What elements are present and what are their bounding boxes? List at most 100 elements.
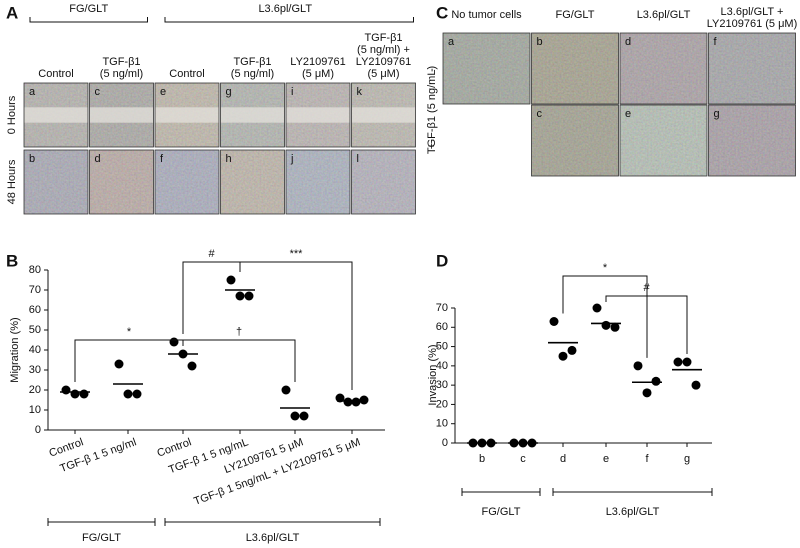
tile-border (285, 82, 351, 148)
wound-gap (351, 107, 416, 123)
x-tick-label: g (684, 453, 690, 465)
group-bracket (164, 17, 414, 23)
group-bracket (47, 518, 156, 526)
panel-label: C (436, 3, 448, 22)
data-point (549, 317, 559, 326)
data-point (70, 389, 80, 399)
y-tick-label: 60 (29, 304, 41, 316)
y-tick-label: 0 (35, 424, 41, 436)
tile-border (154, 82, 220, 148)
data-point (601, 320, 611, 330)
micrograph-texture (351, 150, 416, 214)
group-bracket (164, 518, 381, 526)
micrograph-texture (24, 150, 88, 214)
column-header: (5 μM) (302, 68, 334, 80)
tile-border (351, 149, 416, 215)
group-label: FG/GLT (82, 532, 121, 544)
tile-letter: e (625, 108, 631, 120)
column-header: Control (38, 68, 73, 80)
row-label: 48 Hours (6, 159, 18, 204)
y-axis-label: Invasion (%) (427, 344, 439, 405)
data-point (592, 303, 602, 313)
data-point (558, 351, 568, 361)
column-header: FG/GLT (556, 9, 595, 21)
tile-border (351, 82, 416, 148)
tile-letter: g (226, 86, 232, 98)
tile-letter: a (29, 86, 36, 98)
group-bracket (29, 17, 148, 23)
group-label: FG/GLT (482, 506, 521, 518)
data-point (79, 389, 89, 399)
group-label: L3.6pl/GLT (258, 3, 312, 15)
x-tick-label: b (479, 453, 485, 465)
row-label: + (426, 143, 438, 149)
row-label: - (426, 68, 438, 72)
panel-label: A (6, 3, 18, 22)
data-point (642, 388, 652, 398)
wound-gap (24, 107, 88, 123)
data-point (123, 389, 133, 399)
y-tick-label: 40 (29, 344, 41, 356)
tile-border (285, 149, 351, 215)
tile-border (154, 149, 220, 215)
column-header: TGF-β1 (233, 56, 271, 68)
data-point (244, 291, 254, 301)
row-label: 0 Hours (6, 95, 18, 134)
y-tick-label: 50 (436, 340, 448, 352)
micrograph-texture (620, 105, 707, 176)
tile-border (619, 104, 708, 177)
micrograph-texture (620, 33, 707, 104)
x-tick-label: f (645, 453, 649, 465)
tile-letter: k (357, 86, 363, 98)
y-tick-label: 30 (436, 379, 448, 391)
data-point (633, 361, 643, 371)
tile-border (531, 104, 619, 177)
significance-mark: † (236, 326, 242, 338)
data-point (132, 389, 142, 399)
significance-bracket (182, 339, 296, 382)
tile-border (220, 82, 285, 148)
column-header: (5 ng/ml) + (357, 44, 410, 56)
y-axis-label: Migration (%) (9, 317, 21, 382)
micrograph-texture (286, 150, 350, 214)
panel-label: B (6, 251, 18, 270)
tile-letter: i (291, 86, 293, 98)
y-tick-label: 50 (29, 324, 41, 336)
micrograph-texture (220, 150, 285, 214)
data-point (610, 322, 620, 332)
tile-letter: c (95, 86, 101, 98)
data-point (673, 357, 683, 367)
data-point (651, 376, 661, 386)
x-tick-label: e (603, 453, 609, 465)
column-header: L3.6pl/GLT (637, 9, 691, 21)
column-header: LY2109761 (356, 56, 411, 68)
column-header: TGF-β1 (102, 56, 140, 68)
data-point (299, 411, 309, 421)
tile-letter: e (160, 86, 166, 98)
y-tick-label: 70 (436, 302, 448, 314)
tile-letter: d (625, 36, 631, 48)
significance-bracket (605, 295, 688, 354)
y-tick-label: 70 (29, 284, 41, 296)
tile-letter: h (226, 153, 232, 165)
y-tick-label: 10 (29, 404, 41, 416)
data-point (169, 337, 179, 347)
significance-mark: *** (290, 248, 304, 260)
y-tick-label: 60 (436, 321, 448, 333)
tile-letter: c (537, 108, 543, 120)
wound-gap (89, 107, 154, 123)
tile-border (23, 82, 89, 148)
micrograph-texture (443, 33, 530, 104)
data-point (290, 411, 300, 421)
y-tick-label: 0 (442, 437, 448, 449)
column-header: LY2109761 (5 μM) (707, 18, 798, 30)
tile-border (531, 32, 619, 105)
column-header: (5 ng/ml) (231, 68, 274, 80)
tile-border (619, 32, 708, 105)
tile-border (89, 149, 154, 215)
significance-mark: # (643, 282, 650, 294)
micrograph-texture (531, 33, 619, 104)
tile-letter: f (714, 36, 718, 48)
micrograph-texture (155, 150, 219, 214)
